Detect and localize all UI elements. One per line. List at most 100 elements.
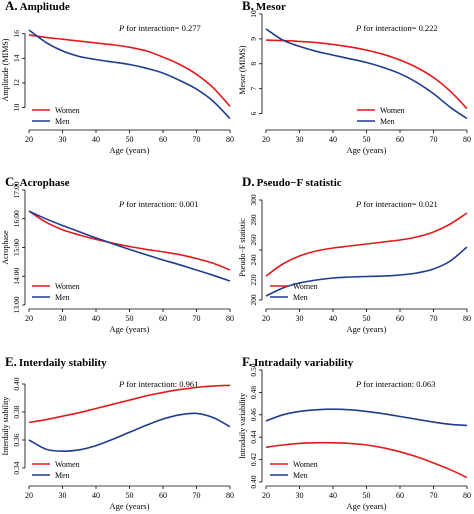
annotation-p: P bbox=[118, 199, 124, 209]
x-tick-label: 80 bbox=[463, 491, 471, 500]
x-tick-label: 80 bbox=[463, 314, 471, 323]
y-tick-label: 200 bbox=[249, 294, 258, 306]
x-axis-label: Age (years) bbox=[347, 145, 387, 155]
x-tick-label: 50 bbox=[126, 314, 134, 323]
x-axis-label: Age (years) bbox=[347, 501, 387, 511]
legend-label-women: Women bbox=[55, 460, 80, 469]
y-tick-label: 8 bbox=[249, 62, 258, 66]
x-tick-label: 80 bbox=[463, 135, 471, 144]
series-line-women bbox=[265, 39, 468, 110]
x-tick-label: 20 bbox=[262, 491, 270, 500]
legend-label-men: Men bbox=[55, 471, 70, 480]
y-tick-label: 0.40 bbox=[249, 475, 258, 488]
panel-title-text: Interdaily stability bbox=[19, 357, 107, 369]
y-tick-label: 16 bbox=[12, 30, 21, 38]
series-line-women bbox=[28, 34, 231, 107]
interaction-annotation: P for interaction: 0.961 bbox=[118, 379, 198, 389]
legend-label-men: Men bbox=[293, 293, 308, 302]
panel-a: A. Amplitude P for interaction= 0.277 20 30 4… bbox=[1, 0, 234, 155]
y-tick-label: 10 bbox=[12, 104, 21, 112]
y-tick-label: 260 bbox=[249, 234, 258, 246]
y-axis-label: Pseudo−F statistic bbox=[238, 218, 247, 277]
x-tick-label: 40 bbox=[92, 314, 100, 323]
annotation-p: P bbox=[355, 23, 361, 33]
legend-label-women: Women bbox=[55, 282, 80, 291]
annotation-p: P bbox=[118, 379, 124, 389]
x-tick-label: 20 bbox=[25, 135, 33, 144]
y-axis-label: Amplitude (MIMS) bbox=[1, 38, 10, 101]
panel-title-text: Mesor bbox=[256, 1, 286, 13]
legend-label-men: Men bbox=[293, 471, 308, 480]
panel-letter: B. bbox=[242, 0, 254, 13]
x-tick-label: 20 bbox=[25, 314, 33, 323]
x-tick-label: 60 bbox=[396, 491, 404, 500]
x-tick-label: 50 bbox=[126, 135, 134, 144]
x-tick-label: 70 bbox=[193, 491, 201, 500]
x-tick-label: 50 bbox=[363, 135, 371, 144]
panel-letter: F. bbox=[242, 354, 252, 369]
y-tick-label: 0.38 bbox=[12, 405, 21, 418]
series-line-men bbox=[265, 246, 468, 297]
series-line-men bbox=[28, 210, 231, 282]
y-tick-label: 0.42 bbox=[249, 453, 258, 466]
y-tick-label: 0.50 bbox=[249, 363, 258, 376]
annotation-p: P bbox=[118, 23, 124, 33]
annotation-text: for interaction: 0.001 bbox=[124, 199, 198, 209]
x-tick-label: 60 bbox=[396, 135, 404, 144]
x-tick-label: 50 bbox=[126, 491, 134, 500]
panel-title-text: Amplitude bbox=[20, 1, 70, 13]
annotation-text: for interaction= 0.021 bbox=[361, 199, 438, 209]
x-tick-label: 40 bbox=[329, 314, 337, 323]
panel-letter: D. bbox=[242, 174, 255, 189]
interaction-annotation: P for interaction= 0.277 bbox=[118, 23, 201, 33]
legend-label-men: Men bbox=[380, 117, 395, 126]
y-tick-label: 17:00 bbox=[12, 181, 21, 198]
x-tick-label: 70 bbox=[430, 491, 438, 500]
x-tick-label: 60 bbox=[396, 314, 404, 323]
interaction-annotation: P for interaction: 0.001 bbox=[118, 199, 198, 209]
series-line-women bbox=[265, 441, 468, 479]
x-tick-label: 30 bbox=[296, 314, 304, 323]
y-tick-label: 300 bbox=[249, 194, 258, 206]
y-tick-label: 15:00 bbox=[12, 239, 21, 256]
x-tick-label: 80 bbox=[226, 314, 234, 323]
interaction-annotation: P for interaction= 0.021 bbox=[355, 199, 438, 209]
x-tick-label: 60 bbox=[159, 491, 167, 500]
interaction-annotation: P for interaction= 0.222 bbox=[355, 23, 438, 33]
annotation-p: P bbox=[355, 199, 361, 209]
y-axis-label: Interdaily stability bbox=[1, 397, 10, 456]
legend-label-women: Women bbox=[380, 106, 405, 115]
panel-letter: C. bbox=[5, 174, 18, 189]
y-tick-label: 0.44 bbox=[249, 430, 258, 443]
y-tick-label: 0.40 bbox=[12, 377, 21, 390]
annotation-text: for interaction: 0.063 bbox=[361, 379, 435, 389]
panel-title: E. Interdaily stability bbox=[5, 354, 107, 369]
annotation-text: for interaction: 0.961 bbox=[124, 379, 198, 389]
x-tick-label: 40 bbox=[92, 491, 100, 500]
x-tick-label: 60 bbox=[159, 135, 167, 144]
panel-title-text: Pseudo−F statistic bbox=[257, 177, 342, 189]
annotation-text: for interaction= 0.222 bbox=[361, 23, 438, 33]
y-tick-label: 14 bbox=[12, 54, 21, 62]
x-tick-label: 40 bbox=[329, 491, 337, 500]
y-tick-label: 16:00 bbox=[12, 210, 21, 227]
y-tick-label: 13:00 bbox=[12, 296, 21, 313]
x-tick-label: 70 bbox=[193, 135, 201, 144]
x-tick-label: 70 bbox=[430, 135, 438, 144]
y-tick-label: 0.46 bbox=[249, 408, 258, 421]
x-axis-label: Age (years) bbox=[110, 501, 150, 511]
series-line-men bbox=[265, 408, 468, 427]
series-line-women bbox=[265, 212, 468, 277]
x-tick-label: 30 bbox=[59, 491, 67, 500]
y-tick-label: 0.36 bbox=[12, 433, 21, 446]
interaction-annotation: P for interaction: 0.063 bbox=[355, 379, 435, 389]
panel-title: B. Mesor bbox=[242, 0, 286, 13]
x-tick-label: 60 bbox=[159, 314, 167, 323]
x-tick-label: 20 bbox=[262, 314, 270, 323]
legend-label-men: Men bbox=[55, 293, 70, 302]
legend-label-men: Men bbox=[55, 117, 70, 126]
x-tick-label: 30 bbox=[59, 135, 67, 144]
x-tick-label: 50 bbox=[363, 314, 371, 323]
